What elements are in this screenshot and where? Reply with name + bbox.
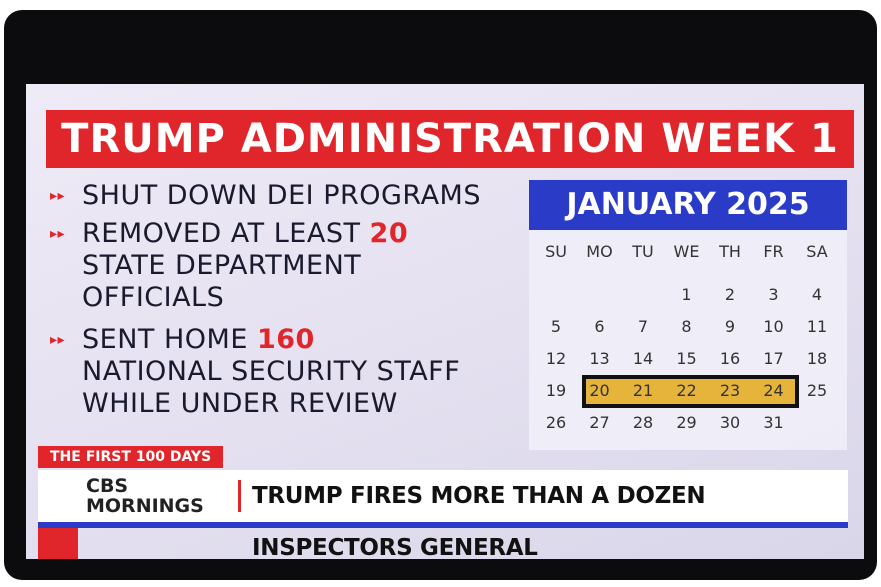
calendar-day: 12 <box>545 349 567 368</box>
calendar-day: 5 <box>550 317 562 336</box>
weekday: TH <box>719 242 741 261</box>
bullet: ▸▸ SHUT DOWN DEI PROGRAMS <box>50 180 481 212</box>
broadcast-screen: TRUMP ADMINISTRATION WEEK 1 ▸▸ SHUT DOWN… <box>26 84 864 559</box>
bullet-arrow: ▸▸ <box>50 226 66 242</box>
calendar-day: 14 <box>632 349 654 368</box>
calendar-day: 6 <box>594 317 605 336</box>
calendar-day: 30 <box>719 413 741 432</box>
calendar-day: 13 <box>589 349 610 368</box>
weekday: TU <box>632 242 654 261</box>
calendar-day: 2 <box>724 285 736 304</box>
calendar-day: 19 <box>545 381 567 400</box>
tv-frame: TRUMP ADMINISTRATION WEEK 1 ▸▸ SHUT DOWN… <box>4 10 877 580</box>
weekday: FR <box>763 242 784 261</box>
calendar-day: 27 <box>589 413 610 432</box>
bullet-text: WHILE UNDER REVIEW <box>82 388 398 419</box>
bullet-text: STATE DEPARTMENT <box>82 250 362 281</box>
calendar-day: 26 <box>545 413 567 432</box>
bullet-arrow: ▸▸ <box>50 332 66 348</box>
calendar-day: 10 <box>763 317 784 336</box>
calendar-day: 8 <box>681 317 692 336</box>
calendar-day: 22 <box>676 381 697 400</box>
calendar-day: 15 <box>676 349 697 368</box>
calendar-day: 7 <box>637 317 649 336</box>
bullet-number: 20 <box>369 218 409 249</box>
calendar-day: 4 <box>811 285 823 304</box>
bullet: ▸▸ REMOVED AT LEAST 20 STATE DEPARTMENT … <box>50 218 408 314</box>
calendar-day: 17 <box>763 349 784 368</box>
weekday: WE <box>673 242 700 261</box>
calendar-day: 24 <box>763 381 784 400</box>
calendar-day: 1 <box>681 285 692 304</box>
separator <box>238 480 241 512</box>
calendar-day: 23 <box>719 381 741 400</box>
calendar: JANUARY 2025 SU MO TU WE TH FR SA 1 2 3 4 5 6 7 8 9 10 11… <box>529 180 847 450</box>
segment-tag: THE FIRST 100 DAYS <box>38 446 224 468</box>
bullet-text: OFFICIALS <box>82 282 225 313</box>
bullet-text: SHUT DOWN DEI PROGRAMS <box>82 180 481 211</box>
bullet: ▸▸ SENT HOME 160 NATIONAL SECURITY STAFF… <box>50 324 460 420</box>
bullet-text: SENT HOME <box>82 324 248 355</box>
weekday: SU <box>545 242 567 261</box>
calendar-day: 18 <box>806 349 828 368</box>
headline: TRUMP ADMINISTRATION WEEK 1 <box>46 110 854 168</box>
corner-accent <box>38 528 78 559</box>
lower-third-headline: TRUMP FIRES MORE THAN A DOZEN INSPECTORS… <box>252 483 706 559</box>
calendar-day: 11 <box>806 317 828 336</box>
calendar-day: 20 <box>589 381 610 400</box>
weekday: MO <box>586 242 613 261</box>
calendar-day: 29 <box>676 413 697 432</box>
weekday: SA <box>806 242 828 261</box>
bullet-text: REMOVED AT LEAST <box>82 218 361 249</box>
calendar-day: 25 <box>806 381 828 400</box>
bullet-arrow: ▸▸ <box>50 188 66 204</box>
highlight-box <box>581 375 799 408</box>
logo: CBS MORNINGS <box>86 476 204 516</box>
logo-text: CBS <box>86 475 129 497</box>
bullet-text: NATIONAL SECURITY STAFF <box>82 356 461 387</box>
calendar-title: JANUARY 2025 <box>529 180 847 230</box>
calendar-day: 28 <box>632 413 654 432</box>
calendar-day: 16 <box>719 349 741 368</box>
calendar-day: 21 <box>632 381 654 400</box>
lower-third: CBS MORNINGS TRUMP FIRES MORE THAN A DOZ… <box>38 470 848 559</box>
calendar-day: 3 <box>768 285 779 304</box>
logo-text: MORNINGS <box>86 495 204 517</box>
calendar-day: 9 <box>724 317 736 336</box>
bullet-number: 160 <box>256 324 315 355</box>
calendar-day: 31 <box>763 413 784 432</box>
